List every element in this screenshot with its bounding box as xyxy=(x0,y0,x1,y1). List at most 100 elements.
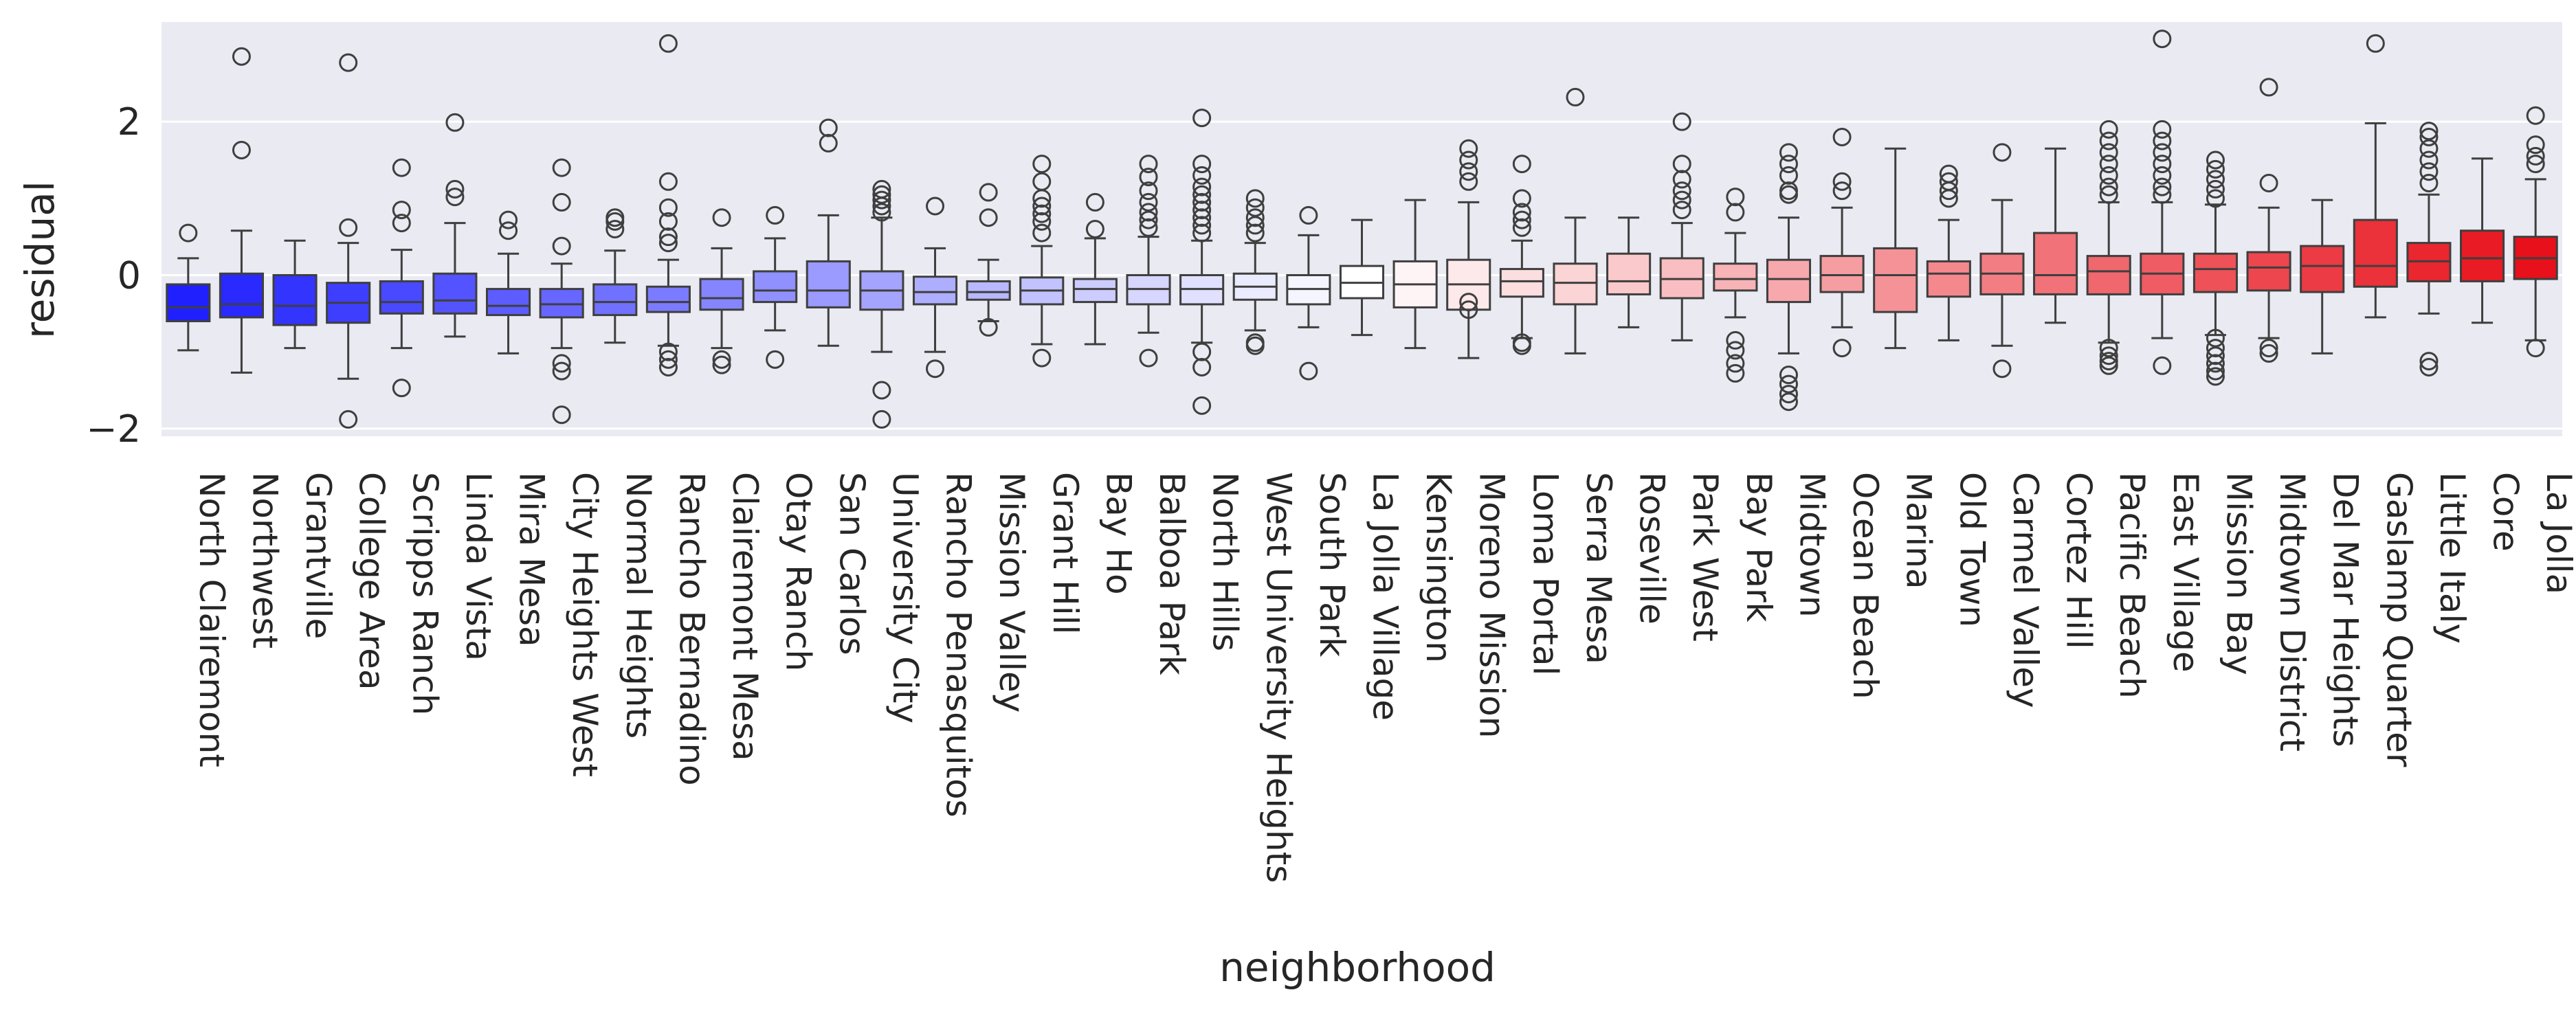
x-tick-label: South Park xyxy=(1312,472,1352,657)
outlier-point xyxy=(1726,363,1745,383)
outlier-point xyxy=(392,158,411,177)
outlier-point xyxy=(2153,155,2172,174)
box-group xyxy=(2033,147,2078,324)
box-group xyxy=(1126,155,1171,368)
box-group xyxy=(592,208,638,344)
outlier-point xyxy=(392,214,411,233)
outlier-point xyxy=(1192,185,1212,204)
box-iqr xyxy=(806,260,851,308)
outlier-point xyxy=(1726,330,1745,350)
outlier-point xyxy=(552,354,571,373)
outlier-point xyxy=(2259,78,2278,97)
outlier-point xyxy=(2419,174,2439,192)
box-group xyxy=(806,118,851,347)
outlier-point xyxy=(1459,150,1478,170)
outlier-point xyxy=(1992,359,2012,379)
box-group xyxy=(1072,192,1118,346)
outlier-point xyxy=(1139,218,1158,237)
x-axis-ticks: North Clairemont Northwest Grantville Colle… xyxy=(192,472,2576,883)
outlier-point xyxy=(1245,216,1265,235)
x-tick-label: Scripps Ranch xyxy=(405,472,445,715)
outlier-point xyxy=(2526,135,2545,155)
outlier-point xyxy=(872,409,891,429)
outlier-point xyxy=(979,208,998,227)
box-iqr xyxy=(432,272,478,315)
outlier-point xyxy=(658,34,678,53)
x-tick-label: Gaslamp Quarter xyxy=(2379,472,2419,767)
x-tick-label: East Village xyxy=(2166,472,2206,673)
outlier-point xyxy=(2153,30,2172,49)
box-group xyxy=(859,179,904,429)
outlier-point xyxy=(2206,189,2225,208)
x-tick-label: Balboa Park xyxy=(1152,472,1192,675)
x-tick-label: Park West xyxy=(1685,472,1725,642)
box-iqr xyxy=(2033,232,2078,295)
outlier-point xyxy=(2099,185,2118,204)
outlier-point xyxy=(2206,170,2225,189)
x-tick-label: Cortez Hill xyxy=(2059,472,2099,649)
outlier-point xyxy=(1085,192,1104,212)
outlier-point xyxy=(1512,218,1531,237)
box-group xyxy=(1499,155,1544,355)
outlier-point xyxy=(339,409,358,429)
box-group xyxy=(912,196,958,379)
outlier-point xyxy=(2526,339,2545,358)
outlier-point xyxy=(2526,146,2545,166)
outlier-point xyxy=(1832,339,1852,358)
outlier-point xyxy=(926,196,945,216)
box-group xyxy=(2086,120,2131,375)
outlier-point xyxy=(1779,143,1798,162)
x-tick-label: Midtown District xyxy=(2272,472,2312,752)
box-iqr xyxy=(219,272,264,319)
outlier-point xyxy=(658,358,678,376)
outlier-point xyxy=(1032,348,1052,368)
outlier-point xyxy=(1459,162,1478,181)
y-tick-label: −2 xyxy=(86,407,141,451)
outlier-point xyxy=(1672,170,1691,189)
outlier-point xyxy=(1032,204,1052,223)
x-tick-label: Carmel Valley xyxy=(2006,472,2045,708)
box-group xyxy=(1606,216,1652,328)
outlier-point xyxy=(1192,208,1212,227)
x-tick-label: La Jolla xyxy=(2539,472,2576,594)
outlier-point xyxy=(872,203,891,222)
x-tick-label: Clairemont Mesa xyxy=(725,472,765,761)
box-iqr xyxy=(2086,255,2131,295)
x-tick-label: Northwest xyxy=(245,472,285,649)
outlier-point xyxy=(2153,177,2172,196)
box-group xyxy=(1819,128,1865,358)
box-group xyxy=(966,183,1011,337)
box-group xyxy=(2353,34,2398,319)
box-group xyxy=(539,158,584,425)
box-iqr xyxy=(485,288,531,317)
x-tick-label: Ocean Beach xyxy=(1845,472,1885,699)
y-tick-label: 2 xyxy=(118,100,141,144)
box-iqr xyxy=(2353,218,2398,288)
outlier-point xyxy=(658,172,678,191)
outlier-point xyxy=(2419,162,2439,181)
x-tick-label: Rancho Penasquitos xyxy=(939,472,979,818)
box-group xyxy=(2406,122,2452,376)
x-tick-label: City Heights West xyxy=(565,472,605,777)
outlier-point xyxy=(2206,361,2225,381)
outlier-point xyxy=(2419,358,2439,376)
outlier-point xyxy=(179,223,198,243)
box-group xyxy=(485,210,531,355)
box-iqr xyxy=(1819,255,1865,293)
x-tick-label: Grantville xyxy=(298,472,338,639)
box-iqr xyxy=(1606,252,1652,295)
outlier-point xyxy=(339,218,358,237)
x-tick-label: Mission Valley xyxy=(992,472,1032,712)
box-iqr xyxy=(1553,262,1598,306)
outlier-point xyxy=(1566,87,1585,106)
box-iqr xyxy=(1766,258,1812,304)
box-group xyxy=(2513,106,2558,358)
outlier-point xyxy=(2526,155,2545,174)
outlier-point xyxy=(1512,336,1531,355)
outlier-point xyxy=(606,220,625,238)
outlier-point xyxy=(2419,352,2439,371)
box-iqr xyxy=(699,278,744,311)
outlier-point xyxy=(1939,164,1958,183)
box-iqr xyxy=(645,285,691,313)
outlier-point xyxy=(1992,143,2012,162)
